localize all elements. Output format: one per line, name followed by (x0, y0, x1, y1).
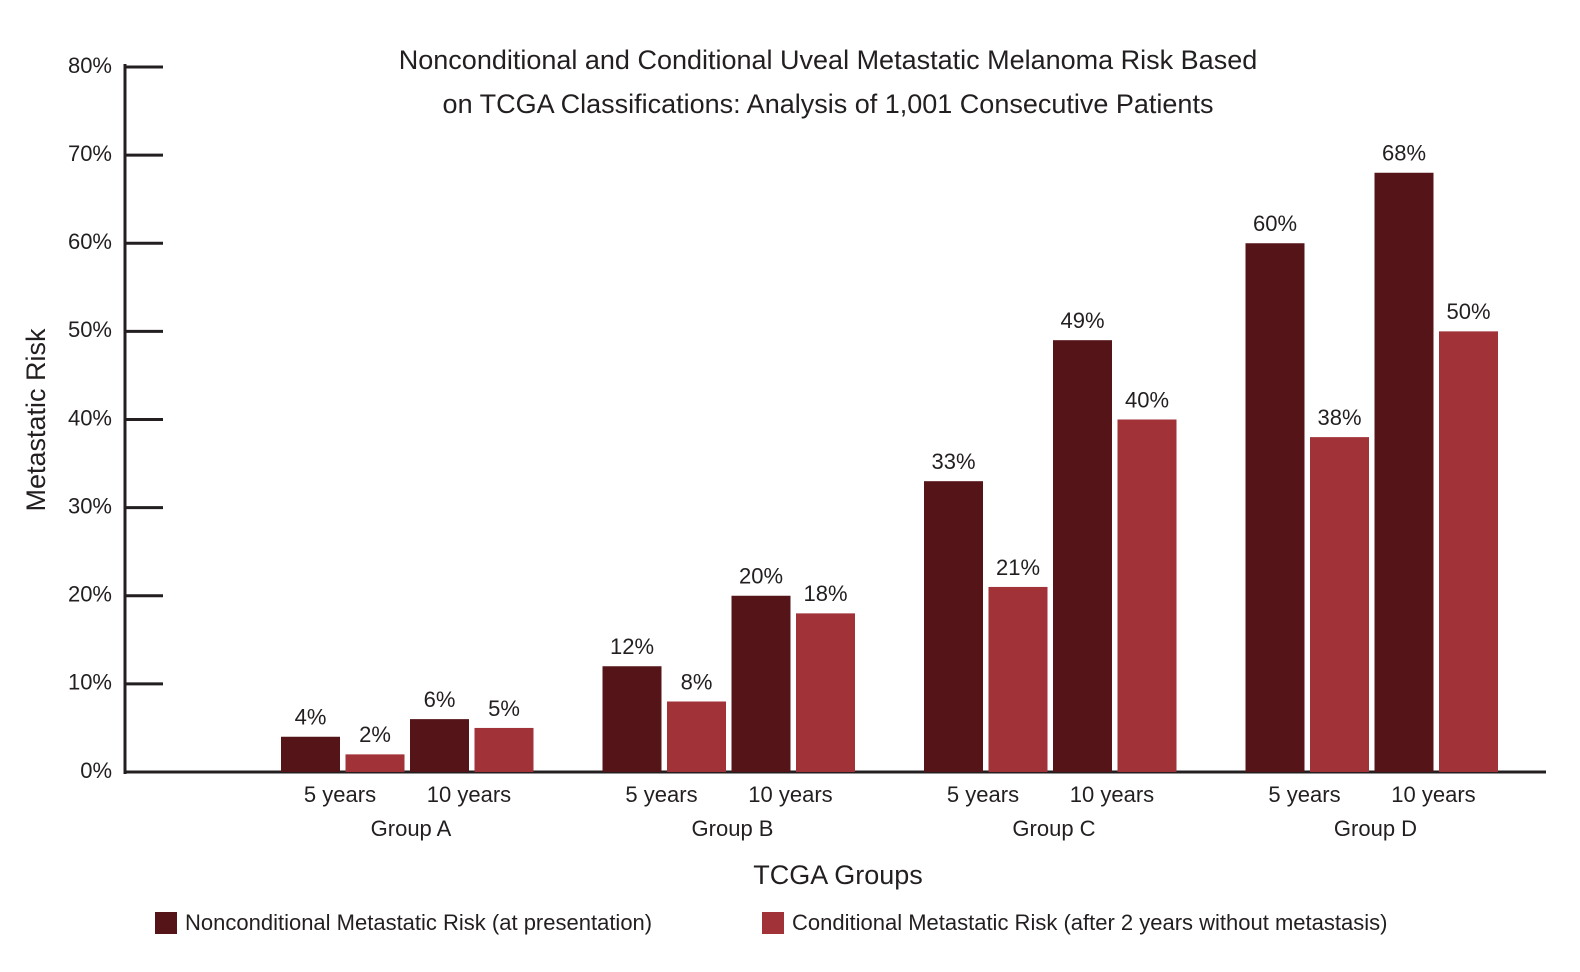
value-label: 68% (1382, 141, 1426, 166)
group-label: Group D (1334, 816, 1417, 841)
chart-title: Nonconditional and Conditional Uveal Met… (399, 45, 1257, 75)
bar (1374, 172, 1434, 772)
bar (796, 613, 855, 772)
bar (1053, 340, 1112, 772)
legend-text: Conditional Metastatic Risk (after 2 yea… (792, 910, 1387, 935)
bar (602, 666, 662, 772)
x-tick-label: 10 years (1391, 782, 1475, 807)
y-tick-label: 50% (68, 317, 112, 342)
legend-swatch (762, 912, 784, 934)
bar (1439, 331, 1498, 772)
bar (667, 701, 726, 772)
y-tick-label: 70% (68, 141, 112, 166)
bar (731, 595, 791, 772)
legend-text: Nonconditional Metastatic Risk (at prese… (185, 910, 652, 935)
bar (410, 719, 469, 772)
y-tick-label: 80% (68, 53, 112, 78)
bar (1245, 243, 1305, 772)
value-label: 20% (739, 564, 783, 589)
value-label: 50% (1446, 299, 1490, 324)
x-tick-label: 5 years (1268, 782, 1340, 807)
bar (988, 586, 1048, 772)
value-label: 60% (1253, 211, 1297, 236)
x-tick-label: 5 years (947, 782, 1019, 807)
value-label: 49% (1060, 308, 1104, 333)
y-tick-label: 0% (80, 758, 112, 783)
group-label: Group A (371, 816, 452, 841)
value-label: 18% (803, 581, 847, 606)
x-axis-title: TCGA Groups (753, 860, 923, 890)
y-tick-label: 30% (68, 493, 112, 518)
bar (345, 754, 405, 772)
value-label: 8% (681, 669, 713, 694)
y-tick-label: 60% (68, 229, 112, 254)
value-label: 5% (488, 696, 520, 721)
value-label: 38% (1317, 405, 1361, 430)
x-tick-label: 10 years (427, 782, 511, 807)
bar (1310, 437, 1369, 772)
y-tick-label: 20% (68, 582, 112, 607)
x-tick-label: 10 years (748, 782, 832, 807)
legend-swatch (155, 912, 177, 934)
bar (281, 736, 340, 772)
value-label: 12% (610, 634, 654, 659)
value-label: 4% (295, 705, 327, 730)
value-label: 6% (424, 687, 456, 712)
y-axis-title: Metastatic Risk (21, 328, 51, 512)
value-label: 2% (359, 722, 391, 747)
x-tick-label: 5 years (304, 782, 376, 807)
group-label: Group B (692, 816, 774, 841)
group-label: Group C (1012, 816, 1095, 841)
y-tick-label: 10% (68, 670, 112, 695)
bar (474, 727, 534, 772)
value-label: 40% (1125, 387, 1169, 412)
y-tick-label: 40% (68, 405, 112, 430)
value-label: 33% (931, 449, 975, 474)
value-label: 21% (996, 555, 1040, 580)
chart-title: on TCGA Classifications: Analysis of 1,0… (443, 89, 1214, 119)
x-tick-label: 5 years (625, 782, 697, 807)
x-tick-label: 10 years (1070, 782, 1154, 807)
bar (924, 481, 983, 772)
bar (1117, 419, 1177, 772)
